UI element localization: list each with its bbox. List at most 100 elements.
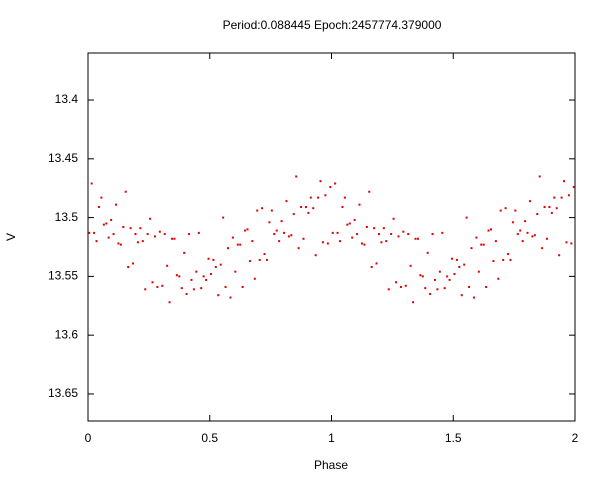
data-point [373, 227, 376, 230]
y-axis-label: V [4, 233, 18, 241]
data-point [270, 209, 273, 212]
data-point [404, 284, 407, 287]
data-point [124, 190, 127, 193]
data-point [509, 258, 512, 261]
data-point [558, 254, 561, 257]
data-point [443, 287, 446, 290]
data-point [507, 253, 510, 256]
data-point [97, 206, 100, 209]
data-point [399, 285, 402, 288]
data-point [436, 288, 439, 291]
data-point [341, 206, 344, 209]
data-point [358, 203, 361, 206]
data-point [90, 182, 93, 185]
data-point [321, 241, 324, 244]
data-point [521, 240, 524, 243]
data-point [248, 260, 251, 263]
data-point [122, 226, 125, 229]
data-point [290, 234, 293, 237]
data-point [519, 229, 522, 232]
data-point [511, 221, 514, 224]
data-point [300, 206, 303, 209]
data-point [100, 196, 103, 199]
data-point [392, 217, 395, 220]
data-point [438, 270, 441, 273]
data-point [190, 278, 193, 281]
data-point [246, 228, 249, 231]
y-tick-label: 13.5 [55, 210, 79, 224]
data-point [151, 281, 154, 284]
data-point [348, 222, 351, 225]
data-point [409, 264, 412, 267]
data-point [229, 296, 232, 299]
data-point [543, 206, 546, 209]
data-point [319, 180, 322, 183]
data-point [95, 240, 98, 243]
data-point [441, 231, 444, 234]
x-tick-label: 1 [328, 431, 335, 445]
data-point [236, 243, 239, 246]
data-point [275, 229, 278, 232]
data-point [209, 273, 212, 276]
data-point [572, 186, 575, 189]
data-point [188, 233, 191, 236]
data-point [531, 235, 534, 238]
data-point [331, 231, 334, 234]
data-point [353, 218, 356, 221]
data-point [178, 275, 181, 278]
data-point [156, 285, 159, 288]
data-point [567, 194, 570, 197]
data-point [144, 288, 147, 291]
data-point [375, 262, 378, 265]
data-point [244, 229, 247, 232]
data-point [370, 265, 373, 268]
data-point [195, 270, 198, 273]
data-point [363, 243, 366, 246]
data-point [227, 247, 230, 250]
data-point [482, 243, 485, 246]
data-point [161, 284, 164, 287]
data-point [480, 243, 483, 246]
data-point [253, 277, 256, 280]
data-point [258, 258, 261, 261]
data-point [112, 233, 115, 236]
data-point [307, 211, 310, 214]
data-point [528, 200, 531, 203]
x-tick-label: 1.5 [445, 431, 462, 445]
data-point [309, 196, 312, 199]
data-point [397, 235, 400, 238]
data-point [168, 301, 171, 304]
data-point [492, 260, 495, 263]
data-point [414, 237, 417, 240]
data-point [407, 233, 410, 236]
data-point [555, 207, 558, 210]
data-point [117, 242, 120, 245]
data-point [514, 209, 517, 212]
data-point [197, 231, 200, 234]
data-point [499, 209, 502, 212]
data-point [273, 233, 276, 236]
y-tick-label: 13.45 [48, 151, 78, 165]
data-point [251, 240, 254, 243]
data-point [395, 281, 398, 284]
data-point [324, 194, 327, 197]
data-point [368, 190, 371, 193]
data-point [224, 285, 227, 288]
data-point [192, 288, 195, 291]
data-point [472, 296, 475, 299]
data-point [304, 206, 307, 209]
data-point [433, 278, 436, 281]
x-tick-label: 2 [572, 431, 579, 445]
data-point [524, 220, 527, 223]
data-point [136, 241, 139, 244]
data-point [297, 247, 300, 250]
data-point [285, 200, 288, 203]
data-point [102, 223, 105, 226]
data-point [424, 287, 427, 290]
data-point [132, 262, 135, 265]
data-point [166, 264, 169, 267]
data-point [239, 243, 242, 246]
data-point [234, 270, 237, 273]
